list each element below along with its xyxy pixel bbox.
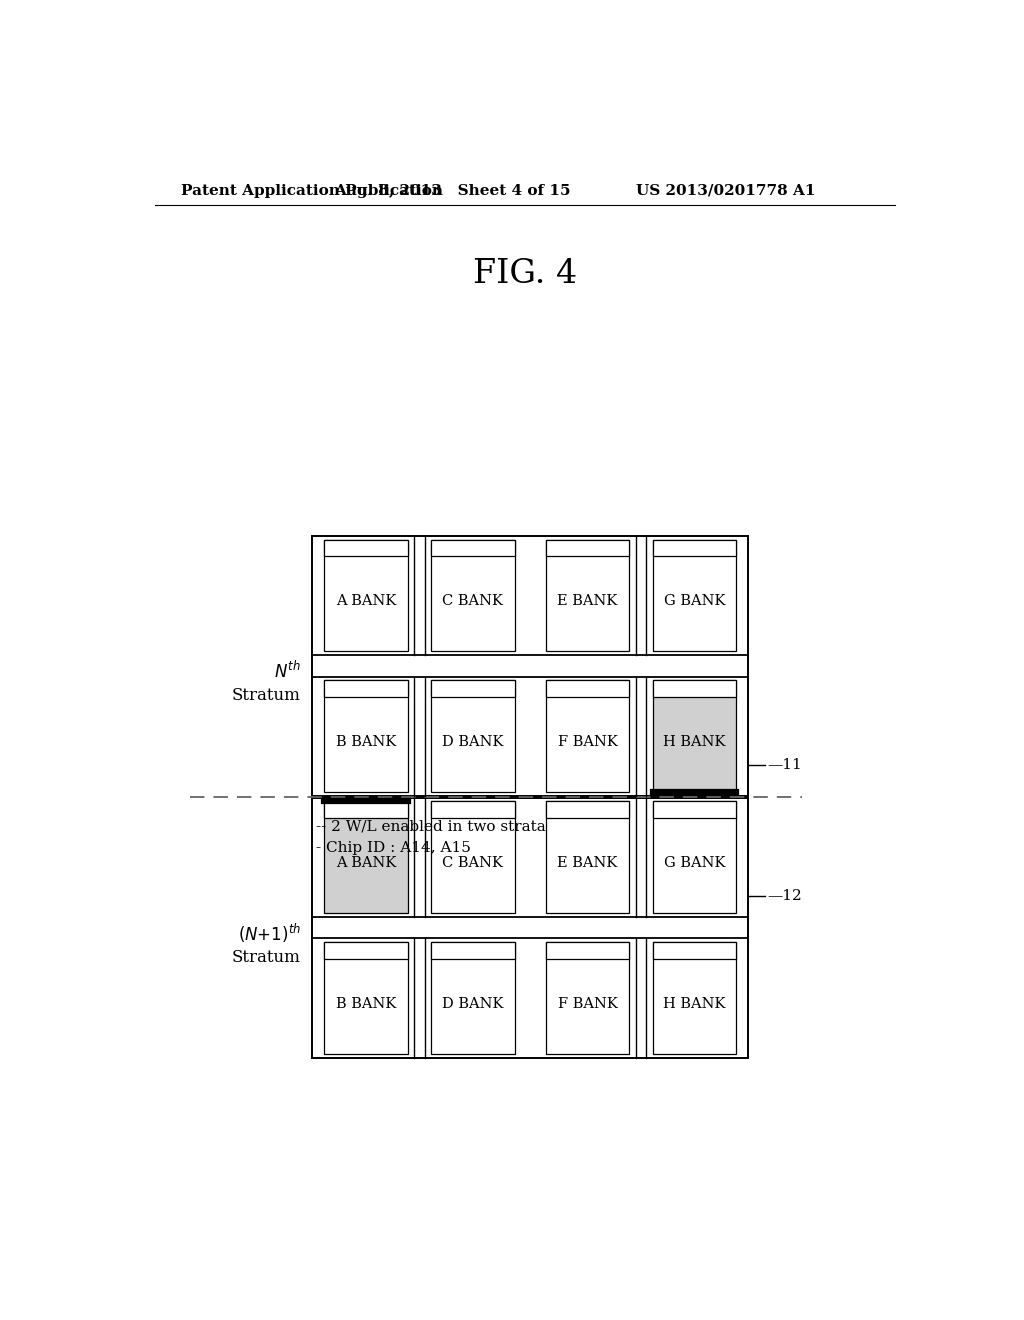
- Text: B BANK: B BANK: [336, 997, 396, 1011]
- Text: Patent Application Publication: Patent Application Publication: [180, 183, 442, 198]
- Text: —12: —12: [767, 890, 802, 903]
- Text: C BANK: C BANK: [442, 857, 504, 870]
- Text: E BANK: E BANK: [557, 857, 617, 870]
- Bar: [431, 540, 515, 557]
- Text: D BANK: D BANK: [442, 997, 504, 1011]
- Text: $N^{th}$: $N^{th}$: [274, 660, 301, 682]
- Text: A BANK: A BANK: [336, 594, 396, 609]
- Bar: [652, 681, 736, 792]
- Bar: [324, 942, 408, 960]
- Text: D BANK: D BANK: [442, 735, 504, 750]
- Text: Stratum: Stratum: [232, 688, 301, 705]
- Text: E BANK: E BANK: [557, 594, 617, 609]
- Text: B BANK: B BANK: [336, 735, 396, 750]
- Text: H BANK: H BANK: [664, 735, 726, 750]
- Bar: [546, 681, 630, 792]
- Bar: [546, 942, 630, 960]
- Bar: [652, 540, 736, 557]
- Bar: [431, 801, 515, 913]
- Bar: [431, 801, 515, 818]
- Text: FIG. 4: FIG. 4: [473, 257, 577, 290]
- Bar: [312, 797, 748, 1057]
- Text: —11: —11: [767, 758, 802, 772]
- Bar: [546, 540, 630, 557]
- Bar: [431, 540, 515, 651]
- Bar: [546, 681, 630, 697]
- Bar: [652, 681, 736, 697]
- Text: Aug. 8, 2013   Sheet 4 of 15: Aug. 8, 2013 Sheet 4 of 15: [334, 183, 570, 198]
- Bar: [324, 540, 408, 651]
- Bar: [546, 801, 630, 913]
- Bar: [324, 801, 408, 818]
- Text: H BANK: H BANK: [664, 997, 726, 1011]
- Text: -- 2 W/L enabled in two strata: -- 2 W/L enabled in two strata: [316, 820, 546, 834]
- Bar: [546, 801, 630, 818]
- Text: Stratum: Stratum: [232, 949, 301, 966]
- Bar: [431, 681, 515, 697]
- Bar: [431, 942, 515, 960]
- Bar: [652, 942, 736, 960]
- Text: G BANK: G BANK: [664, 594, 725, 609]
- Text: US 2013/0201778 A1: US 2013/0201778 A1: [636, 183, 815, 198]
- Text: C BANK: C BANK: [442, 594, 504, 609]
- Text: F BANK: F BANK: [558, 997, 617, 1011]
- Bar: [324, 801, 408, 913]
- Bar: [324, 942, 408, 1053]
- Text: - Chip ID : A14, A15: - Chip ID : A14, A15: [316, 841, 471, 855]
- Bar: [546, 540, 630, 651]
- Bar: [652, 942, 736, 1053]
- Bar: [431, 942, 515, 1053]
- Text: A BANK: A BANK: [336, 857, 396, 870]
- Text: $(N{+}1)^{th}$: $(N{+}1)^{th}$: [238, 921, 301, 945]
- Text: G BANK: G BANK: [664, 857, 725, 870]
- Bar: [652, 801, 736, 913]
- Bar: [324, 540, 408, 557]
- Bar: [546, 942, 630, 1053]
- Bar: [652, 540, 736, 651]
- Bar: [431, 681, 515, 792]
- Bar: [324, 681, 408, 792]
- Text: F BANK: F BANK: [558, 735, 617, 750]
- Bar: [324, 681, 408, 697]
- Bar: [312, 536, 748, 796]
- Bar: [652, 801, 736, 818]
